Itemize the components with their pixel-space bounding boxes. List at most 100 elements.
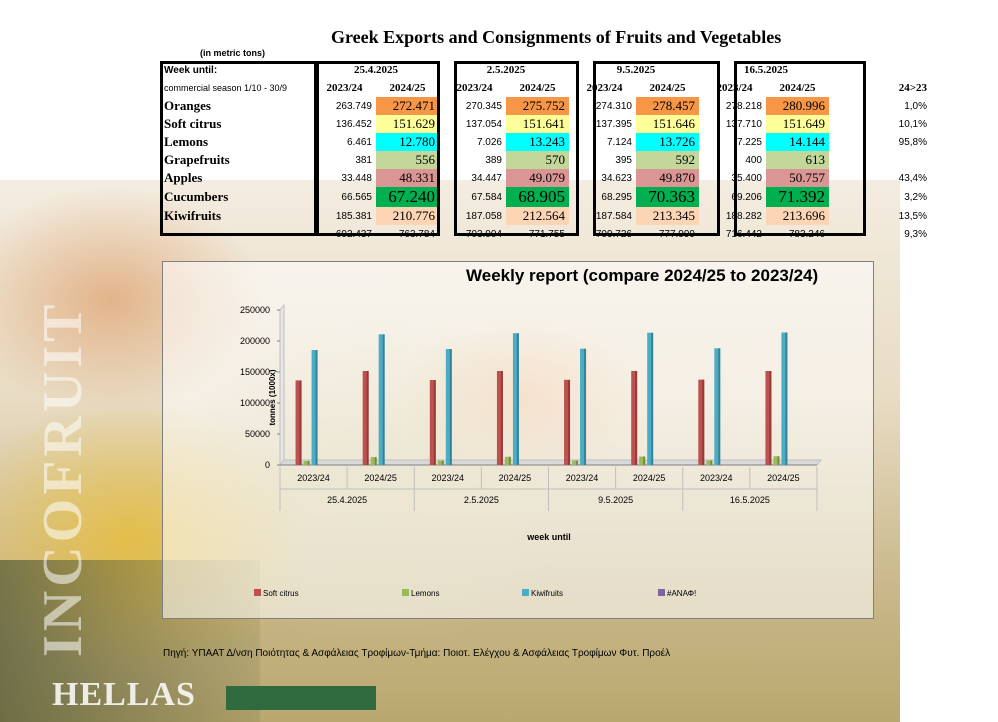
value-2024-25: 151.649 [766, 115, 829, 133]
product-name: Soft citrus [164, 116, 222, 131]
bar-shade [433, 380, 436, 465]
value-2023-24: 66.565 [341, 191, 372, 203]
change-pct: 13,5% [898, 210, 927, 222]
week-header: 9.5.2025 [616, 64, 656, 76]
value-2024-25: 275.752 [506, 97, 569, 115]
group-label: 25.4.2025 [327, 495, 367, 505]
bar-shade [777, 456, 780, 465]
value-2024-25: 67.240 [376, 187, 439, 207]
value-2024-25: 68.905 [506, 187, 569, 207]
brand-vertical-text: INCOFRUIT [32, 300, 94, 657]
x-tick-label: 2023/24 [297, 473, 330, 483]
value-2023-24: 7.124 [606, 136, 632, 148]
header-row-seasons: commercial season 1/10 - 30/9 2023/24 2024… [160, 79, 931, 97]
value-2023-24: 34.623 [601, 172, 632, 184]
week-header: 16.5.2025 [744, 64, 788, 76]
value-2023-24: 7.225 [736, 136, 762, 148]
bar-lemons [303, 460, 310, 465]
bar-shade [710, 460, 713, 465]
chart-title: Weekly report (compare 2024/25 to 2023/2… [466, 266, 819, 285]
change-header: 24>23 [898, 82, 927, 94]
bar-lemons [504, 456, 511, 465]
legend-swatch [254, 589, 261, 596]
group-label: 16.5.2025 [730, 495, 770, 505]
bar-lemons [706, 460, 713, 465]
bar-shade [315, 350, 318, 465]
x-axis-label: week until [526, 532, 571, 542]
value-2023-24: 381 [355, 154, 372, 166]
bar-soft-citrus [362, 370, 369, 465]
legend-swatch [522, 589, 529, 596]
product-name: Grapefruits [164, 152, 230, 167]
week-label: Week until: [164, 64, 218, 76]
y-tick-label: 200000 [240, 336, 270, 346]
bar-soft-citrus [698, 379, 705, 465]
value-2023-24: 68.295 [601, 191, 632, 203]
table-row: Soft citrus 136.452 151.629 137.054 151.641 1… [160, 115, 931, 133]
value-2023-24: 395 [615, 154, 632, 166]
value-2023-24: 69.206 [731, 191, 762, 203]
value-2024-25: 556 [376, 151, 439, 169]
bar-shade [374, 457, 377, 465]
value-2023-24: 188.282 [725, 210, 762, 222]
table-row: Kiwifruits 185.381 210.776 187.058 212.564 18… [160, 207, 931, 225]
bar-shade [576, 460, 579, 465]
y-tick-label: 150000 [240, 367, 270, 377]
brand-hellas: HELLAS [52, 676, 196, 713]
bar-lemons [639, 456, 646, 465]
bar-shade [366, 370, 369, 465]
value-2023-24: 270.345 [465, 100, 502, 112]
x-tick-label: 2023/24 [566, 473, 599, 483]
value-2023-24: 35.400 [731, 172, 762, 184]
table-frame-week4 [734, 61, 866, 236]
bar-shade [449, 349, 452, 465]
bar-shade [516, 333, 519, 465]
bar-shade [643, 456, 646, 465]
value-2023-24: 67.584 [471, 191, 502, 203]
bar-shade [769, 370, 772, 465]
bar-kiwifruits [445, 349, 452, 465]
legend-label: Kiwifruits [531, 589, 563, 598]
value-2024-25: 210.776 [376, 207, 439, 225]
value-2024-25: 70.363 [636, 187, 699, 207]
bar-kiwifruits [781, 332, 788, 465]
bar-shade [718, 348, 721, 465]
association-badge [226, 686, 376, 710]
y-axis-label: tonnes (1000x) [268, 369, 277, 425]
value-2023-24: 33.448 [341, 172, 372, 184]
value-2024-25: 151.629 [376, 115, 439, 133]
product-name: Cucumbers [164, 189, 229, 204]
exports-table: Week until: 25.4.2025 2.5.2025 9.5.2025 16.5… [160, 61, 931, 243]
weekly-report-chart: 0 50000 100000 150000 200000 250000 tonnes (10… [240, 303, 823, 598]
change-pct: 95,8% [898, 136, 927, 148]
x-tick-label: 2023/24 [432, 473, 465, 483]
table-row: Grapefruits 381 556 389 570 395 592 400 613 [160, 151, 931, 169]
value-2024-25: 212.564 [506, 207, 569, 225]
value-2024-25: 151.641 [506, 115, 569, 133]
season-label: commercial season 1/10 - 30/9 [164, 83, 288, 93]
y-tick-label: 250000 [240, 305, 270, 315]
value-2024-25: 613 [766, 151, 829, 169]
bar-kiwifruits [311, 350, 318, 465]
value-2023-24: 137.710 [725, 118, 762, 130]
y-tick-label: 100000 [240, 398, 270, 408]
table-frame-week2 [454, 61, 579, 236]
x-tick-label: 2024/25 [364, 473, 397, 483]
bar-shade [651, 332, 654, 465]
page-title: Greek Exports and Consignments of Fruits… [331, 27, 782, 47]
table-row: Cucumbers 66.565 67.240 67.584 68.905 68.295 7… [160, 187, 931, 207]
chart-floor [278, 459, 823, 466]
bar-soft-citrus [564, 379, 571, 465]
y-tick-label: 50000 [245, 429, 270, 439]
x-tick-label: 2024/25 [633, 473, 666, 483]
bar-shade [635, 370, 638, 465]
unit-note: (in metric tons) [200, 48, 266, 58]
value-2023-24: 137.054 [465, 118, 502, 130]
value-2023-24: 389 [485, 154, 502, 166]
y-tick-label: 0 [265, 460, 270, 470]
value-2023-24: 34.447 [471, 172, 502, 184]
value-2024-25: 570 [506, 151, 569, 169]
value-2023-24: 187.058 [465, 210, 502, 222]
value-2023-24: 185.381 [335, 210, 372, 222]
x-tick-label: 2024/25 [499, 473, 532, 483]
